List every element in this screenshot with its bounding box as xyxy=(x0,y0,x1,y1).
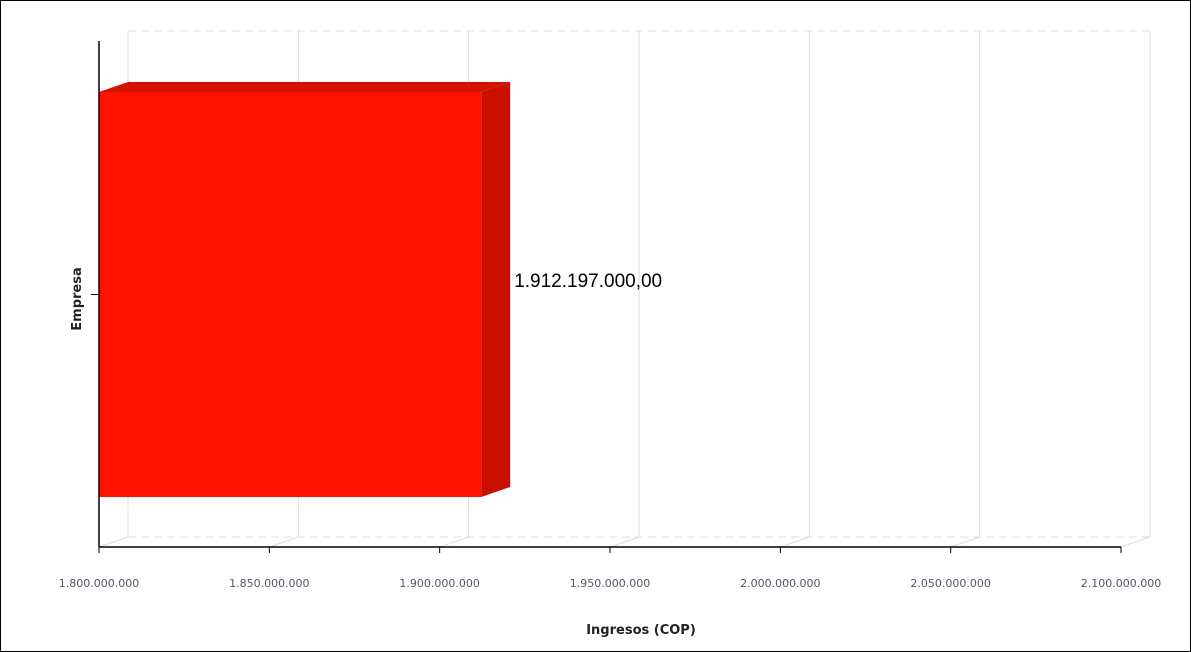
x-tick-label: 1.800.000.000 xyxy=(59,577,139,590)
bar-value-label: 1.912.197.000,00 xyxy=(514,271,662,292)
floor-gridline xyxy=(780,536,810,548)
floor-gridline xyxy=(98,536,129,548)
x-tick-label: 1.900.000.000 xyxy=(399,577,479,590)
x-axis-title: Ingresos (COP) xyxy=(586,623,696,638)
axis-layer xyxy=(91,41,1122,553)
floor-gridline xyxy=(439,536,469,548)
bar-side-face xyxy=(481,82,511,497)
floor-gridline xyxy=(269,536,299,548)
floor-gridline xyxy=(1120,536,1151,548)
bar-layer xyxy=(99,82,511,497)
floor-gridline xyxy=(609,536,640,548)
label-layer: 1.800.000.000 1.850.000.000 1.900.000.000 1… xyxy=(59,271,1161,590)
x-tick-label: 1.850.000.000 xyxy=(229,577,309,590)
y-axis-title: Empresa xyxy=(70,267,85,330)
floor-gridline xyxy=(950,536,980,548)
x-tick-label: 2.000.000.000 xyxy=(740,577,820,590)
x-tick-label: 2.100.000.000 xyxy=(1081,577,1161,590)
x-tick-label: 1.950.000.000 xyxy=(570,577,650,590)
bar-front-face xyxy=(99,92,482,497)
x-tick-label: 2.050.000.000 xyxy=(910,577,990,590)
bar-top-face xyxy=(99,82,511,92)
